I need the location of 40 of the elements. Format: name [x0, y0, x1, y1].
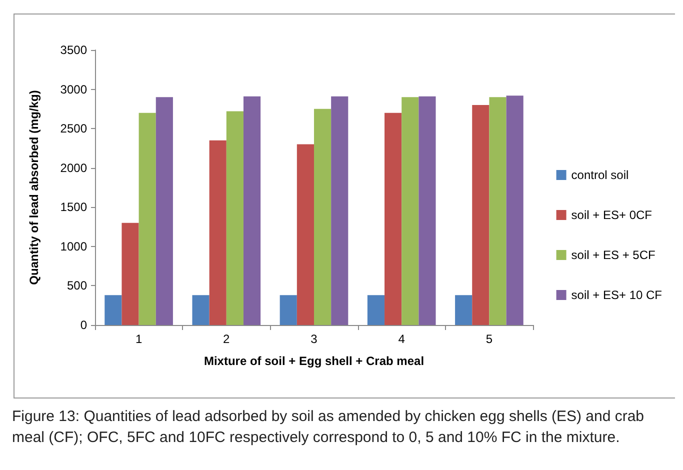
y-tick-label: 2000: [60, 160, 88, 175]
caption: Figure 13: Quantities of lead adsorbed by soil as amended by chicken egg shells (ES) and crab meal (CF); OFC, 5FC and 10FC respectively correspond to 0, 5 and 10% FC in the mixture.: [12, 408, 648, 446]
bar: [280, 295, 297, 325]
legend-label: soil + ES+ 10 CF: [571, 288, 662, 302]
bar: [138, 112, 156, 325]
legend-label: control soil: [571, 168, 629, 182]
y-tick-label: 500: [66, 278, 88, 293]
bar: [506, 96, 524, 325]
y-tick-label: 3000: [60, 82, 88, 96]
bar: [243, 96, 261, 325]
legend-label: soil + ES + 5CF: [571, 248, 656, 262]
y-tick-label: 3500: [60, 43, 88, 57]
bar: [104, 295, 122, 325]
x-tick-label: 1: [135, 332, 142, 346]
y-axis-title: Quantity of lead absorbed (mg/kg): [27, 90, 41, 285]
bar: [472, 105, 490, 325]
bar: [418, 96, 436, 325]
bar: [402, 97, 419, 325]
bar: [384, 112, 402, 325]
x-tick-label: 4: [398, 332, 406, 346]
bar: [314, 108, 332, 325]
bar: [226, 111, 244, 325]
y-tick-label: 1500: [60, 200, 88, 214]
bar: [156, 97, 173, 325]
x-tick-label: 5: [486, 332, 493, 346]
bar: [331, 96, 348, 325]
x-axis-title: Mixture of soil + Egg shell + Crab meal: [204, 354, 424, 368]
y-tick-label: 2500: [60, 122, 88, 136]
bar: [296, 144, 314, 325]
y-tick-label: 1000: [60, 239, 88, 254]
bar: [367, 295, 385, 325]
bar: [209, 140, 226, 325]
bar: [122, 222, 139, 325]
bar: [455, 295, 472, 325]
bar: [192, 295, 210, 325]
legend-label: soil + ES+ 0CF: [571, 208, 652, 222]
x-tick-label: 2: [223, 332, 230, 346]
y-tick-label: 0: [80, 318, 88, 332]
x-tick-label: 3: [310, 332, 318, 346]
bar: [489, 97, 506, 325]
